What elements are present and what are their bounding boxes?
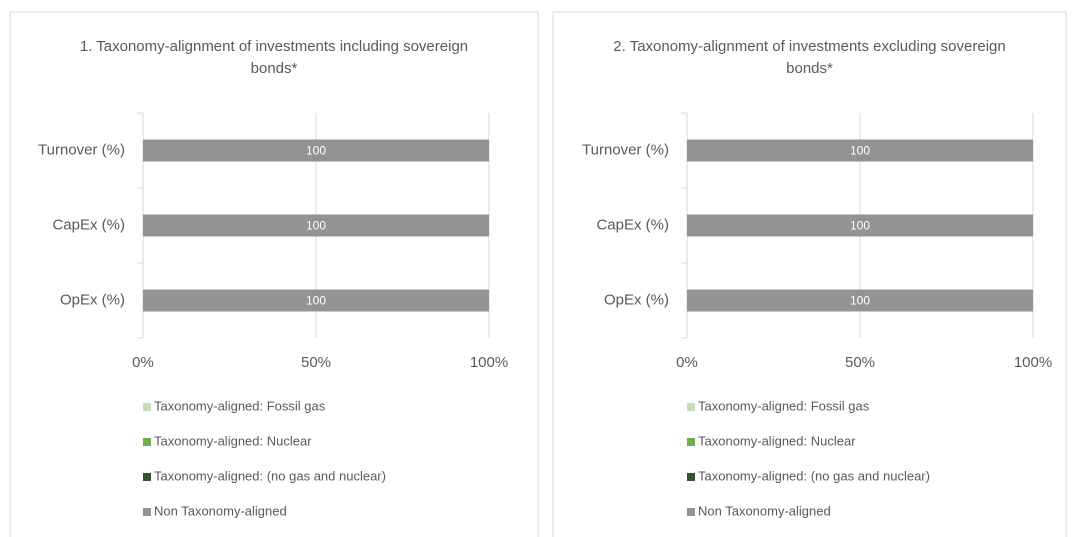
bar-segment: [687, 214, 1033, 237]
legend-swatch: [687, 403, 695, 411]
x-tick-label: 100%: [470, 354, 508, 371]
panel: [9, 11, 539, 537]
data-label: 100: [306, 219, 326, 233]
legend-swatch: [687, 438, 695, 446]
bar-segment: [687, 289, 1033, 312]
bar-segment: [143, 139, 489, 162]
panel: [552, 11, 1067, 537]
legend-label: Taxonomy-aligned: Nuclear: [698, 433, 856, 448]
data-label: 100: [850, 144, 870, 158]
x-tick-label: 50%: [845, 354, 875, 371]
y-tick-label: CapEx (%): [596, 216, 669, 233]
legend-label: Taxonomy-aligned: Fossil gas: [154, 398, 326, 413]
legend-label: Non Taxonomy-aligned: [698, 503, 831, 518]
legend-swatch: [687, 473, 695, 481]
y-tick-label: OpEx (%): [60, 291, 125, 308]
x-tick-label: 100%: [1014, 354, 1052, 371]
y-tick-label: OpEx (%): [604, 291, 669, 308]
chart-title-box: 1. Taxonomy-alignment of investments inc…: [79, 38, 469, 77]
chart-title-box: 2. Taxonomy-alignment of investments exc…: [613, 38, 1006, 77]
data-label: 100: [850, 219, 870, 233]
data-label: 100: [850, 294, 870, 308]
legend-label: Non Taxonomy-aligned: [154, 503, 287, 518]
chart-title: 1. Taxonomy-alignment of investments inc…: [79, 38, 469, 77]
x-tick-label: 50%: [301, 354, 331, 371]
y-tick-label: Turnover (%): [582, 141, 669, 158]
y-tick-label: Turnover (%): [38, 141, 125, 158]
legend-label: Taxonomy-aligned: (no gas and nuclear): [698, 468, 930, 483]
bar-segment: [143, 214, 489, 237]
legend-label: Taxonomy-aligned: Nuclear: [154, 433, 312, 448]
legend-swatch: [687, 508, 695, 516]
data-label: 100: [306, 294, 326, 308]
bar-segment: [687, 139, 1033, 162]
y-tick-label: CapEx (%): [52, 216, 125, 233]
data-label: 100: [306, 144, 326, 158]
legend-swatch: [143, 473, 151, 481]
legend-swatch: [143, 438, 151, 446]
legend-label: Taxonomy-aligned: Fossil gas: [698, 398, 870, 413]
x-tick-label: 0%: [676, 354, 698, 371]
legend-swatch: [143, 403, 151, 411]
x-tick-label: 0%: [132, 354, 154, 371]
legend-swatch: [143, 508, 151, 516]
legend-label: Taxonomy-aligned: (no gas and nuclear): [154, 468, 386, 483]
bar-segment: [143, 289, 489, 312]
chart-title: 2. Taxonomy-alignment of investments exc…: [613, 38, 1006, 77]
